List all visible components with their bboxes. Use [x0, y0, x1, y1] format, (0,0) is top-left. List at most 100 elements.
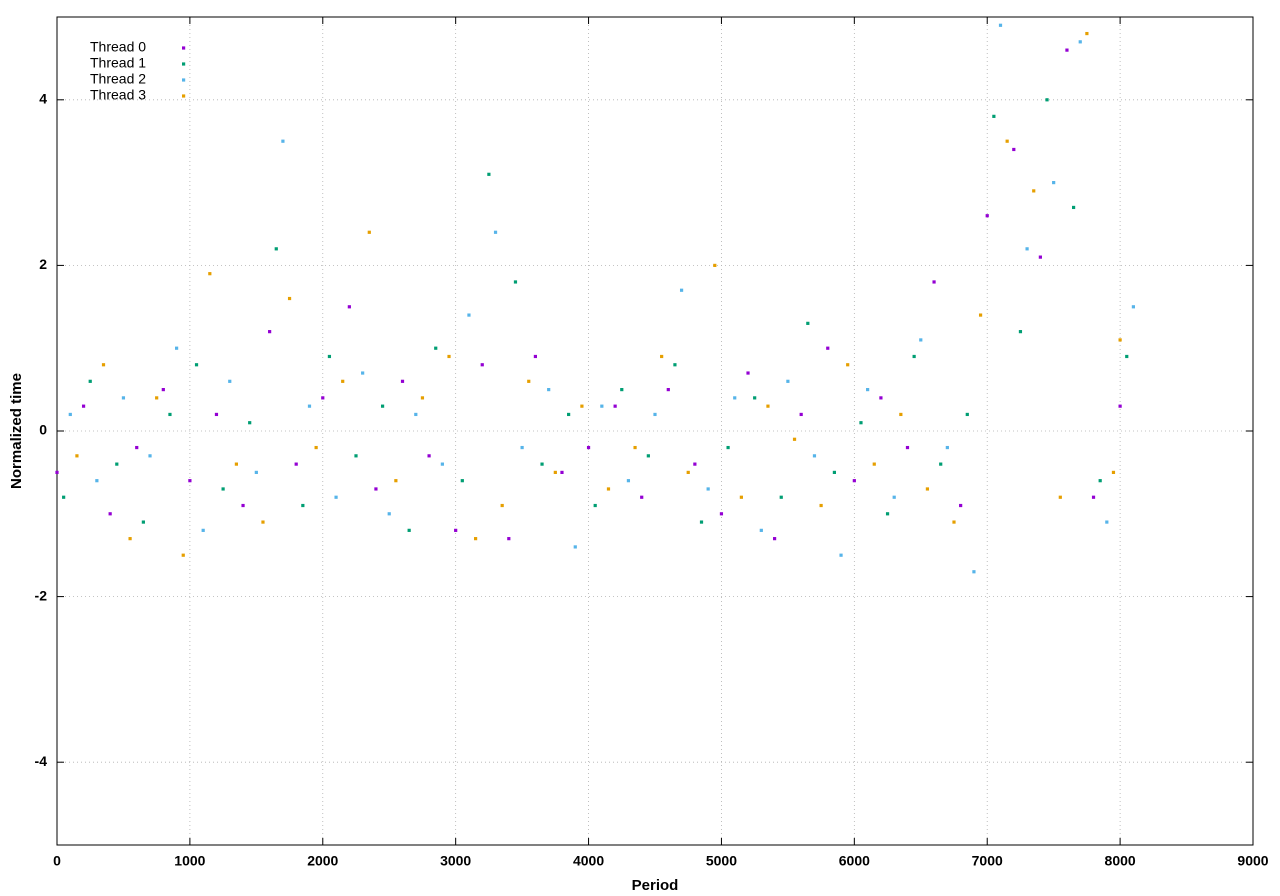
point — [68, 412, 72, 417]
point — [547, 388, 551, 392]
point — [899, 412, 903, 417]
point — [241, 503, 245, 508]
point — [992, 114, 996, 118]
point — [261, 520, 265, 524]
point — [859, 421, 863, 425]
x-tick-label: 5000 — [706, 853, 737, 869]
point — [945, 445, 949, 450]
legend-label: Thread 2 — [90, 71, 146, 87]
point — [826, 346, 830, 350]
point — [108, 512, 112, 516]
point — [660, 354, 664, 359]
point — [879, 396, 883, 400]
point — [919, 338, 923, 342]
point — [653, 412, 657, 417]
point — [301, 503, 305, 508]
point — [281, 139, 285, 143]
legend-marker — [182, 94, 186, 98]
point — [746, 371, 750, 375]
point — [480, 363, 484, 367]
point — [786, 379, 790, 383]
point — [713, 263, 717, 267]
point — [620, 388, 624, 392]
point — [779, 495, 783, 499]
y-tick-label: -4 — [35, 753, 48, 769]
point — [586, 445, 591, 450]
point — [427, 454, 431, 458]
point — [965, 412, 969, 417]
point — [1111, 470, 1116, 474]
point — [839, 553, 843, 557]
point — [327, 354, 332, 359]
point — [959, 503, 963, 508]
point — [135, 445, 139, 450]
point — [367, 230, 371, 234]
point — [925, 487, 930, 491]
point — [487, 172, 491, 176]
x-tick-label: 7000 — [972, 853, 1003, 869]
point — [912, 354, 916, 359]
point — [414, 412, 418, 417]
point — [693, 462, 697, 466]
x-tick-label: 9000 — [1237, 853, 1268, 869]
point — [248, 421, 252, 425]
point — [673, 363, 677, 367]
point — [626, 479, 631, 483]
point — [188, 479, 192, 483]
point — [998, 23, 1003, 27]
point — [155, 396, 159, 400]
point — [872, 462, 876, 466]
point — [819, 503, 823, 508]
point — [706, 487, 710, 491]
point — [540, 462, 544, 466]
x-tick-label: 0 — [53, 853, 61, 869]
point — [593, 503, 597, 508]
point — [500, 503, 504, 508]
legend-label: Thread 0 — [90, 39, 146, 55]
legend-label: Thread 3 — [90, 87, 146, 103]
point — [287, 296, 292, 301]
point — [361, 371, 365, 375]
point — [1052, 181, 1056, 185]
point — [806, 321, 810, 325]
legend-marker — [182, 46, 186, 50]
point — [128, 537, 132, 541]
point — [719, 512, 724, 516]
point — [175, 346, 179, 350]
point — [939, 462, 943, 466]
point — [55, 470, 59, 474]
point — [866, 388, 870, 392]
y-tick-label: 2 — [39, 256, 47, 272]
point — [932, 280, 936, 284]
point — [726, 445, 730, 450]
point — [201, 528, 205, 532]
legend-marker — [182, 62, 186, 66]
point — [214, 412, 219, 417]
point — [952, 520, 956, 524]
point — [613, 404, 617, 408]
point — [1025, 247, 1029, 251]
y-tick-label: 0 — [39, 422, 47, 438]
point — [606, 487, 611, 491]
point — [759, 528, 763, 532]
point — [493, 230, 498, 234]
point — [474, 537, 478, 541]
point — [1085, 31, 1089, 36]
point — [400, 379, 405, 383]
x-tick-label: 3000 — [440, 853, 471, 869]
point — [447, 354, 451, 359]
point — [553, 470, 557, 474]
x-tick-label: 1000 — [174, 853, 205, 869]
point — [812, 454, 817, 458]
point — [799, 412, 803, 417]
point — [573, 545, 577, 549]
x-tick-label: 6000 — [839, 853, 870, 869]
point — [1038, 255, 1042, 259]
y-tick-label: -2 — [35, 587, 48, 603]
point — [679, 288, 684, 292]
point — [148, 454, 152, 458]
point — [321, 396, 325, 400]
point — [334, 495, 338, 499]
point — [1091, 495, 1096, 499]
point — [341, 379, 345, 383]
